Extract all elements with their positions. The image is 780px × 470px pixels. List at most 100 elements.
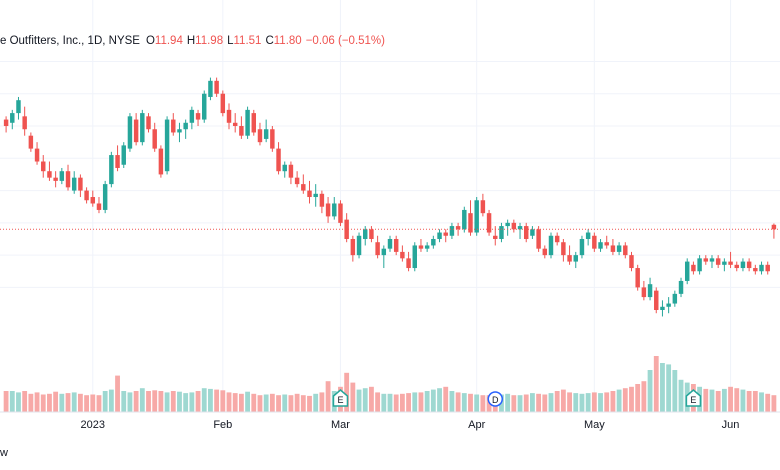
dividend-marker: [487, 391, 504, 407]
open-value: 11.94: [154, 35, 183, 47]
volume-bar: [622, 388, 628, 412]
candle-body: [672, 293, 678, 304]
volume-bar: [9, 391, 15, 412]
volume-bar: [437, 388, 442, 412]
candle-body: [709, 258, 715, 262]
volume-bar: [22, 391, 28, 412]
volume-bar: [530, 393, 535, 412]
candle-body: [746, 261, 752, 269]
candle-body: [338, 203, 343, 223]
volume-bar: [765, 393, 771, 412]
volume-bar: [591, 392, 597, 412]
volume-bar: [276, 395, 281, 412]
candle-body: [90, 197, 96, 204]
volume-bar: [375, 392, 381, 412]
candle-body: [418, 245, 424, 249]
candle-body: [523, 226, 529, 239]
candle-body: [561, 242, 566, 256]
x-tick-label: 2023: [81, 419, 105, 431]
volume-bar: [96, 395, 102, 412]
brand-watermark: w: [0, 447, 8, 459]
volume-bar: [319, 392, 325, 412]
volume-bar: [560, 389, 566, 412]
candle-body: [486, 213, 492, 233]
candle-body: [554, 235, 560, 243]
volume-bar: [313, 393, 319, 412]
event-marker-label: D: [492, 395, 499, 405]
low-value: 11.51: [233, 35, 262, 47]
candle-body: [592, 235, 597, 249]
candle-body: [715, 258, 721, 265]
candle-body: [270, 129, 275, 149]
volume-bar: [34, 392, 40, 412]
candle-body: [59, 171, 65, 181]
candle-body: [282, 164, 287, 172]
candle-body: [579, 238, 585, 256]
price-change: −0.06 (−0.51%): [305, 35, 385, 47]
volume-bar: [449, 391, 455, 412]
volume-bar: [269, 393, 275, 412]
x-tick-label: Apr: [468, 419, 485, 431]
candle-body: [381, 248, 387, 256]
volume-bar: [740, 389, 746, 412]
volume-bar: [294, 393, 300, 412]
candle-body: [678, 280, 684, 294]
candle-body: [412, 245, 417, 269]
volume-bar: [344, 372, 350, 412]
volume-bar: [554, 391, 560, 412]
candle-body: [660, 306, 665, 310]
close-value: 11.80: [273, 35, 302, 47]
volume-bar: [567, 392, 572, 412]
volume-bar: [362, 388, 368, 412]
candle-body: [214, 80, 219, 94]
candle-body: [22, 116, 27, 130]
candle-body: [400, 251, 405, 259]
volume-bar: [28, 393, 34, 412]
volume-bar: [65, 393, 71, 412]
earnings-marker: [332, 389, 349, 407]
volume-bar: [734, 388, 740, 412]
candle-body: [78, 177, 83, 191]
candle-body: [319, 193, 325, 207]
candle-body: [53, 177, 58, 181]
candle-body: [344, 219, 349, 239]
volume-bar: [220, 390, 226, 412]
volume-bar: [208, 388, 213, 412]
candle-body: [480, 200, 486, 214]
candle-body: [313, 193, 318, 198]
candle-body: [387, 238, 393, 249]
candle-body: [276, 148, 281, 172]
candle-body: [332, 203, 337, 217]
candle-body: [363, 229, 368, 239]
candle-body: [65, 171, 71, 188]
volume-bar: [16, 392, 21, 412]
high-value: 11.98: [195, 35, 224, 47]
candle-body: [325, 203, 331, 217]
volume-bar: [468, 393, 473, 412]
candle-body: [158, 148, 164, 175]
candle-body: [536, 229, 541, 249]
volume-bar: [77, 393, 83, 412]
volume-bar: [84, 395, 90, 412]
candle-body: [189, 109, 195, 123]
candle-body: [171, 119, 176, 133]
candle-body: [127, 116, 133, 149]
candle-body: [511, 222, 517, 230]
volume-bar: [177, 391, 182, 412]
candle-body: [548, 235, 554, 256]
candle-body: [598, 242, 603, 249]
candle-body: [356, 235, 362, 256]
volume-bar: [585, 393, 591, 412]
volume-bar: [71, 392, 77, 412]
volume-bar: [523, 394, 529, 412]
volume-bar: [245, 391, 250, 412]
candle-body: [728, 261, 733, 265]
volume-bar: [170, 391, 176, 412]
candle-body: [573, 255, 578, 262]
volume-bar: [387, 393, 393, 412]
candle-body: [722, 261, 727, 265]
volume-bar: [251, 393, 257, 412]
candle-body: [115, 155, 120, 168]
candle-body: [350, 238, 356, 256]
